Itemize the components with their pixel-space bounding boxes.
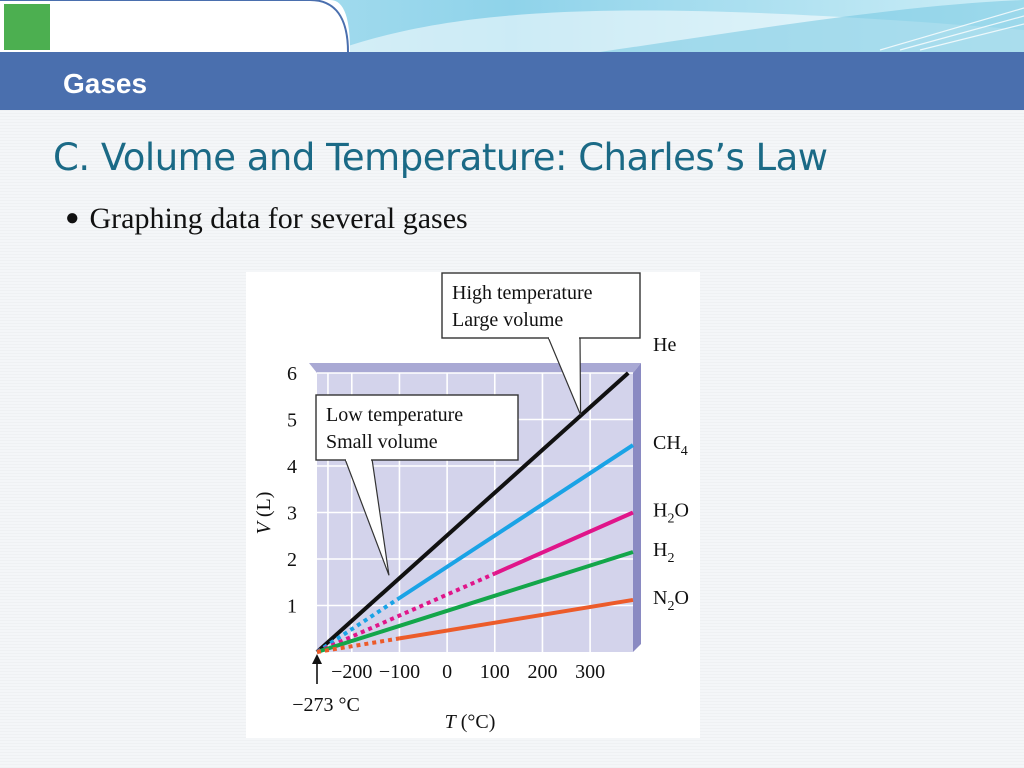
callout-text: High temperature — [452, 282, 593, 304]
x-tick-label: −200 — [331, 661, 372, 683]
bullet-item: ● Graphing data for several gases — [65, 202, 468, 236]
x-tick-label: 200 — [527, 661, 557, 683]
absolute-zero-arrowhead — [312, 654, 322, 664]
callout-text: Large volume — [452, 309, 563, 331]
series-line-n2o — [399, 597, 634, 641]
callout-box — [441, 272, 641, 339]
series-line-dotted-h2o — [316, 571, 496, 654]
series-label-ch4: CH4 — [653, 432, 688, 459]
series-line-dotted-n2o — [316, 636, 400, 654]
section-title: Gases — [63, 68, 148, 99]
x-tick-label: 0 — [442, 661, 452, 683]
absolute-zero-label: −273 °C — [292, 694, 360, 716]
x-axis-label: T (°C) — [445, 711, 496, 733]
x-tick-label: −100 — [379, 661, 420, 683]
bullet-text: Graphing data for several gases — [89, 202, 468, 235]
series-label-he: He — [653, 334, 676, 356]
bullet-dot-icon: ● — [65, 205, 80, 231]
x-tick-label: 100 — [480, 661, 510, 683]
series-line-h2o — [493, 510, 634, 576]
callout-text: Low temperature — [326, 404, 463, 426]
series-label-n2o: N2O — [653, 587, 689, 614]
y-tick-label: 4 — [287, 456, 297, 478]
callout-box — [315, 394, 519, 461]
y-tick-label: 5 — [287, 410, 297, 432]
series-line-h2 — [316, 550, 634, 654]
y-tick-label: 1 — [287, 596, 297, 618]
green-block — [4, 4, 50, 50]
slide-heading: C. Volume and Temperature: Charles’s Law — [53, 136, 828, 179]
series-line-dotted-ch4 — [315, 596, 401, 654]
series-line-he — [315, 371, 630, 654]
plot-top-edge — [309, 363, 641, 373]
callout-text: Small volume — [326, 431, 438, 453]
title-bar — [0, 52, 1024, 110]
series-line-ch4 — [398, 443, 635, 600]
y-axis-label: V (L) — [253, 492, 275, 535]
y-tick-label: 6 — [287, 363, 297, 385]
y-tick-label: 3 — [287, 503, 297, 525]
plot-right-edge — [633, 363, 641, 652]
x-tick-label: 300 — [575, 661, 605, 683]
series-label-h2o: H2O — [653, 500, 689, 527]
y-tick-label: 2 — [287, 549, 297, 571]
header-decoration — [0, 0, 1024, 53]
series-label-h2: H2 — [653, 539, 674, 566]
